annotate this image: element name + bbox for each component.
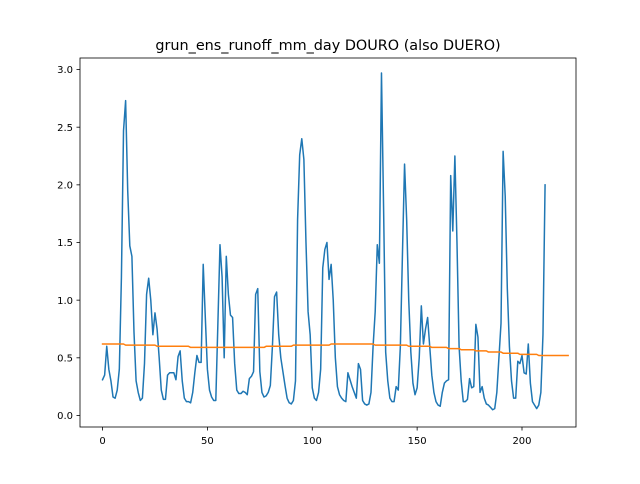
y-tick-label: 0.0 bbox=[57, 411, 73, 422]
x-axis: 0 50 100 150 200 bbox=[99, 427, 532, 447]
y-tick-label: 1.0 bbox=[57, 296, 73, 307]
y-axis: 0.0 0.5 1.0 1.5 2.0 2.5 3.0 bbox=[57, 65, 80, 422]
x-tick-label: 0 bbox=[99, 436, 105, 447]
x-tick-label: 200 bbox=[512, 436, 531, 447]
y-tick-label: 0.5 bbox=[57, 353, 73, 364]
chart-title: grun_ens_runoff_mm_day DOURO (also DUERO… bbox=[155, 38, 500, 54]
series-layer bbox=[101, 72, 569, 411]
y-tick-label: 2.0 bbox=[57, 180, 73, 191]
y-tick-label: 1.5 bbox=[57, 238, 73, 249]
y-tick-label: 3.0 bbox=[57, 65, 73, 76]
y-tick-label: 2.5 bbox=[57, 123, 73, 134]
series-line-2 bbox=[101, 343, 569, 357]
series-line-1 bbox=[101, 72, 546, 411]
x-tick-label: 50 bbox=[201, 436, 214, 447]
x-tick-label: 100 bbox=[303, 436, 322, 447]
x-tick-label: 150 bbox=[408, 436, 427, 447]
